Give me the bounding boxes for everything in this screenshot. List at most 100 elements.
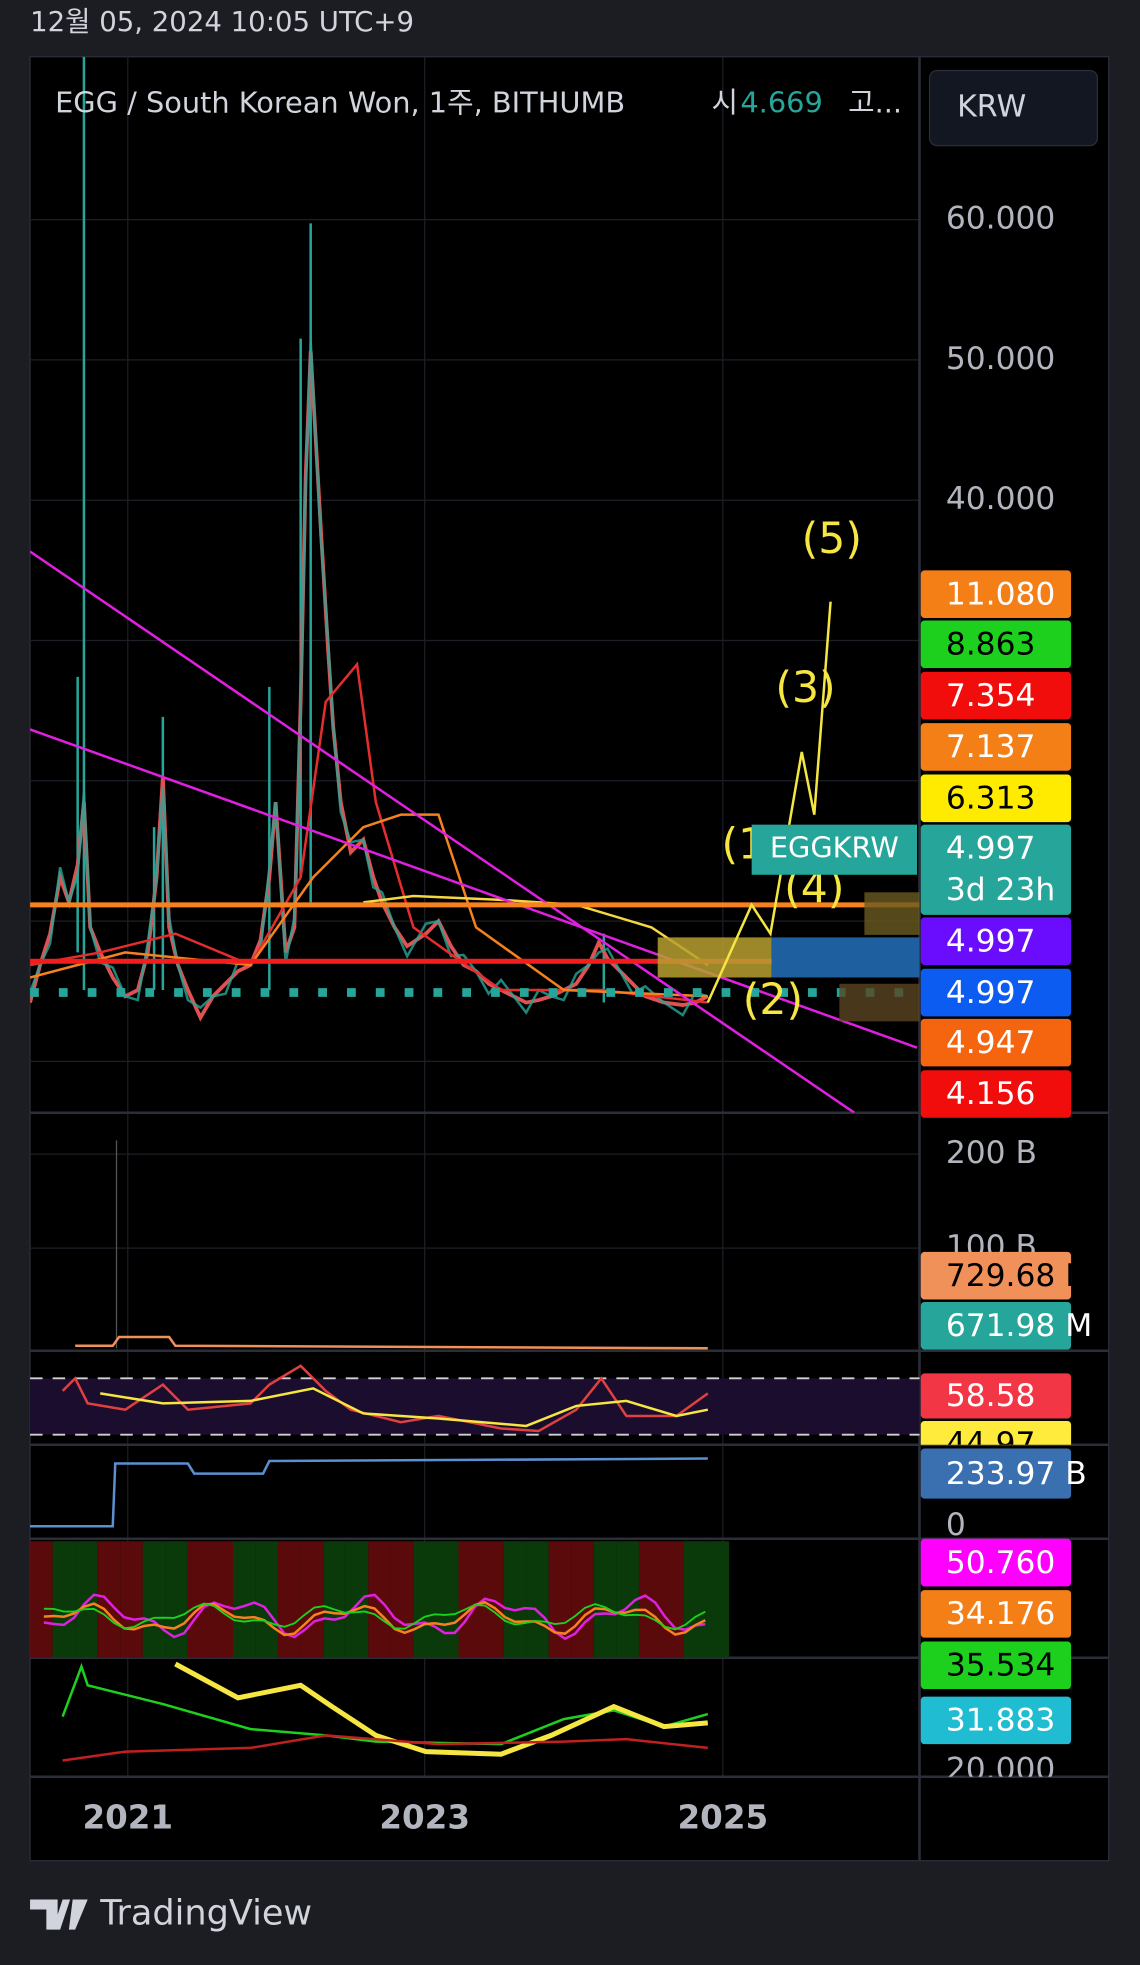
- price-tag-label: 50.760: [946, 1545, 1056, 1581]
- volume-ma: [75, 1335, 708, 1350]
- symbol-tag-price: 4.997: [946, 831, 1036, 867]
- dmi-band: [345, 1541, 369, 1658]
- price-tag-label: 35.534: [946, 1648, 1056, 1684]
- dmi-band: [97, 1541, 121, 1658]
- dmi-band: [526, 1541, 549, 1658]
- dmi-band: [30, 1541, 53, 1658]
- price-tag-label: 4.156: [946, 1076, 1036, 1112]
- rsi-ma: [100, 1387, 709, 1428]
- price-tag-label: 4.947: [946, 1025, 1036, 1061]
- price-tag-label: 233.97 B: [946, 1456, 1087, 1492]
- price-tag-box: [920, 671, 1072, 720]
- price-tag-box: [920, 1018, 1072, 1067]
- dmi-band: [323, 1541, 346, 1658]
- dmi-plus: [43, 1593, 706, 1641]
- open-value: 4.669: [740, 85, 822, 119]
- symbol-title: EGG / South Korean Won, 1주, BITHUMB: [55, 85, 625, 119]
- adx-red: [62, 1734, 708, 1762]
- dmi-band: [571, 1541, 594, 1658]
- axis-tick-label: 0: [946, 1507, 966, 1543]
- price-tag: 4.947: [920, 1018, 1072, 1067]
- symbol-tag-name: EGGKRW: [770, 831, 899, 865]
- dmi-band: [142, 1541, 166, 1658]
- dmi-band: [300, 1541, 324, 1658]
- open-label: 시: [712, 85, 739, 119]
- dmi-minus: [43, 1600, 706, 1637]
- dmi-band: [548, 1541, 572, 1658]
- price-tag-box: [920, 723, 1072, 771]
- zone-dark: [864, 892, 920, 935]
- dmi-band: [435, 1541, 459, 1658]
- zone-dark: [839, 983, 920, 1022]
- price-tag: 58.58: [920, 1373, 1072, 1419]
- wave-label: (5): [802, 514, 862, 564]
- dmi-band: [187, 1541, 211, 1658]
- time-tick-label: 2023: [379, 1798, 470, 1836]
- dmi-band: [233, 1541, 256, 1658]
- time-tick-label: 2021: [82, 1798, 173, 1836]
- price-tag-box: [920, 774, 1072, 823]
- dmi-band: [593, 1541, 617, 1658]
- dmi-band: [503, 1541, 527, 1658]
- axis-tick-label: 60.000: [946, 201, 1056, 237]
- dmi-band: [684, 1541, 707, 1658]
- footer: TradingView: [30, 1893, 312, 1934]
- dmi-adx: [43, 1602, 706, 1631]
- dmi-band: [458, 1541, 482, 1658]
- price-tag-box: [920, 1641, 1072, 1690]
- zone-yellow: [657, 937, 772, 978]
- price-pane: (5)(3)(1)(4)(2)EGGKRW: [30, 56, 920, 1113]
- price-tag: 4.156: [920, 1070, 1072, 1118]
- price-tag: 6.313: [920, 774, 1072, 823]
- price-tag: 671.98 M: [920, 1301, 1092, 1350]
- brand: TradingView: [99, 1893, 312, 1934]
- price-tag: 44.97: [920, 1420, 1072, 1462]
- zone-blue: [771, 937, 920, 978]
- price-tag-label: 4.997: [946, 975, 1036, 1011]
- time-tick-label: 2025: [678, 1798, 769, 1836]
- status-time: 12월 05, 2024 10:05 UTC+9: [30, 6, 414, 38]
- price-tag: 34.176: [920, 1590, 1072, 1638]
- price-tag-label: 7.354: [946, 678, 1036, 714]
- dmi-band: [616, 1541, 639, 1658]
- price-tag-label: 58.58: [946, 1378, 1036, 1414]
- dmi-band: [661, 1541, 684, 1658]
- price-tag: 4.997: [920, 968, 1072, 1017]
- price-tag-box: [920, 917, 1072, 965]
- price-tag: 233.97 B: [920, 1448, 1087, 1499]
- price-tag: 31.883: [920, 1696, 1072, 1745]
- price-tag-box: [920, 570, 1072, 618]
- symbol-tag-box: [751, 824, 918, 875]
- price-tag-label: 8.863: [946, 627, 1036, 663]
- grid: [30, 56, 920, 1777]
- trendline: [30, 550, 856, 1113]
- trendline: [30, 728, 918, 1049]
- dmi-band: [706, 1541, 730, 1658]
- price-tag: 7.137: [920, 723, 1072, 771]
- price-tag-box: [920, 1590, 1072, 1638]
- price-tag-box: [920, 1251, 1072, 1300]
- indicator-panes: [30, 1140, 920, 1762]
- dmi-band: [52, 1541, 76, 1658]
- axis-tick-label: 20.000: [946, 1751, 1056, 1787]
- price-tag-label: 7.137: [946, 729, 1036, 765]
- price-tag-label: 44.97: [946, 1426, 1036, 1462]
- price-tag-box: [920, 620, 1072, 669]
- dmi-band: [278, 1541, 301, 1658]
- price-tag: 4.997: [920, 917, 1072, 965]
- price-tag-label: 34.176: [946, 1596, 1056, 1632]
- price-tag: 729.68 M: [920, 1251, 1092, 1300]
- currency-button[interactable]: [928, 69, 1099, 147]
- symbol-tag-countdown: 3d 23h: [946, 872, 1055, 908]
- wave-label: (3): [775, 663, 835, 713]
- price-tag-label: 11.080: [946, 576, 1056, 612]
- dmi-band: [210, 1541, 234, 1658]
- dmi-band: [390, 1541, 414, 1658]
- price-tag: 7.354: [920, 671, 1072, 720]
- dmi-band: [75, 1541, 98, 1658]
- dmi-band: [120, 1541, 143, 1658]
- price-tag-box: [920, 1538, 1072, 1587]
- rsi-band: [30, 1378, 920, 1435]
